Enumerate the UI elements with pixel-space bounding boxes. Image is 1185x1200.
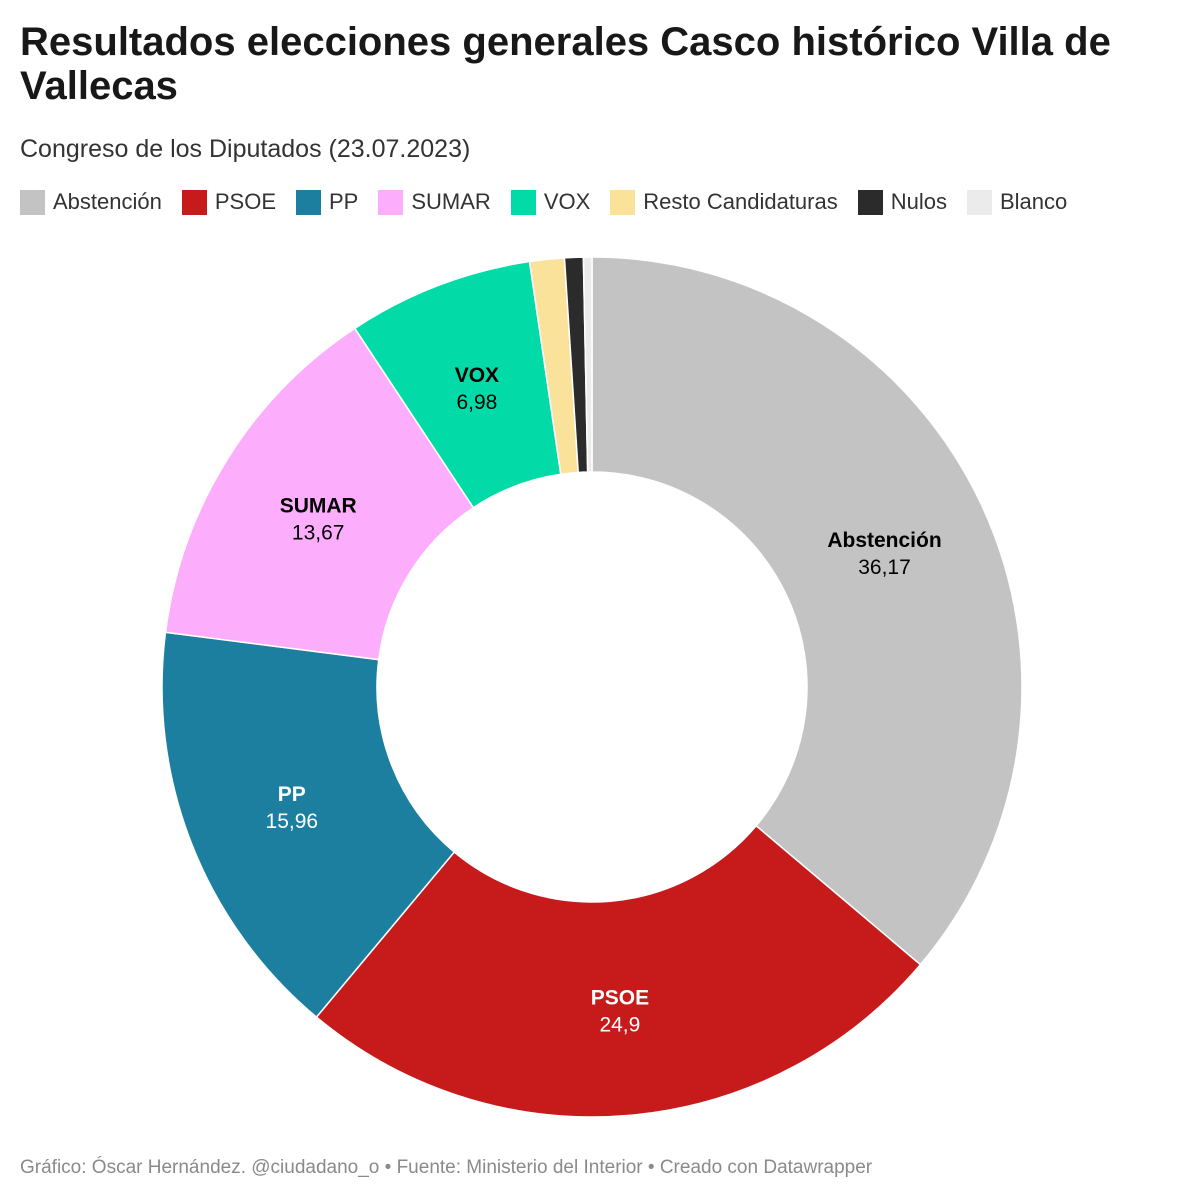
- slice-label-name: SUMAR: [280, 495, 357, 518]
- slice-label-value: 36,17: [858, 556, 911, 579]
- legend-item: Abstención: [20, 189, 162, 215]
- legend-item: SUMAR: [378, 189, 491, 215]
- donut-slice-blanco: [582, 256, 593, 473]
- slice-label-name: VOX: [455, 364, 499, 387]
- legend-item: PP: [296, 189, 358, 215]
- legend-item: VOX: [510, 189, 591, 215]
- donut-chart: Abstención 36,17 PSOE 24,9 PP 15,96 SUMAR 13,67…: [161, 256, 1023, 1118]
- slice-label-name: Abstención: [827, 529, 941, 552]
- chart-subtitle: Congreso de los Diputados (23.07.2023): [20, 135, 471, 163]
- legend-swatch: [966, 189, 992, 215]
- chart-footer-credits: Gráfico: Óscar Hernández. @ciudadano_o •…: [20, 1157, 873, 1178]
- donut-slice-abstenci-n: [591, 256, 1023, 966]
- legend-item: PSOE: [181, 189, 276, 215]
- slice-label-value: 6,98: [456, 391, 497, 414]
- donut-slice-psoe: [315, 824, 922, 1118]
- slice-label-name: PSOE: [591, 986, 649, 1009]
- donut-slice-sumar: [164, 327, 475, 661]
- chart-title: Resultados elecciones generales Casco hi…: [20, 20, 1111, 108]
- donut-slice-pp: [161, 631, 456, 1019]
- chart-legend: Abstención PSOE PP SUMAR VOX Resto Candidatur…: [20, 186, 1087, 218]
- legend-label: PP: [329, 189, 359, 214]
- legend-label: Nulos: [890, 189, 947, 214]
- slice-label-name: PP: [278, 783, 306, 806]
- legend-swatch: [296, 189, 321, 215]
- legend-label: Resto Candidaturas: [643, 189, 838, 214]
- legend-label: VOX: [543, 189, 591, 214]
- slice-label-value: 13,67: [292, 522, 345, 545]
- legend-swatch: [20, 189, 45, 215]
- legend-item: Resto Candidaturas: [610, 189, 838, 215]
- slice-label-value: 24,9: [599, 1013, 640, 1036]
- legend-label: PSOE: [214, 189, 276, 214]
- legend-swatch: [857, 189, 883, 215]
- legend-swatch: [610, 189, 636, 215]
- legend-label: SUMAR: [411, 189, 491, 214]
- legend-swatch: [181, 189, 207, 215]
- legend-label: Abstención: [53, 189, 162, 214]
- legend-swatch: [378, 189, 404, 215]
- slice-label-value: 15,96: [266, 810, 319, 833]
- legend-item: Blanco: [966, 189, 1068, 215]
- legend-swatch: [510, 189, 536, 215]
- legend-label: Blanco: [999, 189, 1068, 214]
- legend-item: Nulos: [857, 189, 947, 215]
